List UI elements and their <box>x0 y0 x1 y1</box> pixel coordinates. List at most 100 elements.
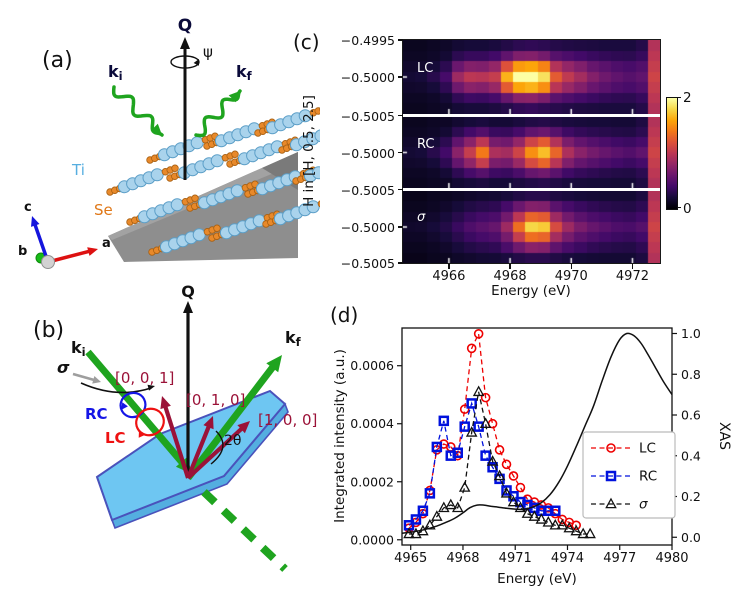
dir-001-arrow <box>162 402 191 479</box>
sigma-marker <box>500 487 513 498</box>
lc-marker <box>473 329 484 339</box>
heatmap-y-axis-label: H in [H, 0.5, 2.5] <box>301 95 317 207</box>
axes-origin-sphere <box>41 255 55 269</box>
q-label: Q <box>178 16 192 36</box>
kf-wavy-arrow-head <box>228 91 240 103</box>
y-left-tick-label: 0.0000 <box>350 532 394 547</box>
heatmap-x-tick-label: 4972 <box>615 269 649 284</box>
x-tick-label: 4968 <box>446 551 479 566</box>
heatmap-plot-area: LC RC σ <box>402 39 661 264</box>
sigma-pointer-head <box>147 384 155 391</box>
se-atom <box>171 164 179 172</box>
x-axis-label: Energy (eV) <box>497 571 577 587</box>
y-left-axis-label: Integrated intensity (a.u.) <box>332 349 348 523</box>
panel-d-label: (d) <box>330 303 358 327</box>
rc-marker <box>459 421 470 432</box>
kf-arrow <box>185 360 279 481</box>
colorbar-max-label: 2 <box>683 90 692 106</box>
sigma-marker <box>577 527 589 539</box>
y-right-tick-label: 0.8 <box>681 367 701 382</box>
x-tick-label: 4977 <box>603 551 636 566</box>
kf-label: kf <box>236 62 253 83</box>
se-atom <box>314 107 320 115</box>
heatmap-y-tick-mark <box>398 226 403 228</box>
c-axis-label: c <box>24 200 32 215</box>
heatmap-y-tick-mark <box>398 151 403 154</box>
ti-atom <box>312 166 320 180</box>
crystal-plate-face <box>95 389 287 522</box>
panel-b-label: (b) <box>33 318 64 343</box>
sigma-marker <box>605 497 617 509</box>
lc-marker <box>480 392 491 403</box>
rc-marker <box>466 398 477 409</box>
dir-010-arrow-head <box>203 416 214 430</box>
se-label: Se <box>94 201 113 219</box>
dir-010-label: [0, 1, 0] <box>186 391 245 409</box>
lc-marker <box>501 459 512 470</box>
dir-001-arrow-head <box>160 396 171 410</box>
heatmap-y-tick-mark <box>398 76 403 78</box>
heatmap-y-tick-label: −0.5000 <box>340 220 395 235</box>
sigma-marker <box>458 481 471 492</box>
a-axis-arrow-head <box>87 247 98 256</box>
heatmap-y-tick-mark <box>398 188 403 191</box>
sigma-marker <box>486 455 499 466</box>
heatmap-x-axis-label: Energy (eV) <box>491 283 571 299</box>
lc-circle-icon <box>135 407 165 437</box>
se-atom <box>213 224 221 232</box>
sigma-marker <box>493 469 506 481</box>
x-tick-label: 4965 <box>394 551 427 566</box>
lc-marker <box>515 482 526 493</box>
psi-rotation-icon-head <box>193 59 199 66</box>
psi-label: ψ <box>203 43 213 61</box>
rc-label: RC <box>85 405 108 423</box>
rc-marker <box>431 441 443 453</box>
sigma-marker <box>507 495 520 507</box>
heatmap-y-tick-mark <box>398 114 403 117</box>
rc-marker <box>410 514 422 525</box>
colorbar-min-label: 0 <box>683 201 692 217</box>
lc-marker <box>494 445 505 455</box>
sigma-pointer-curve <box>80 382 152 394</box>
sigma-marker <box>542 516 555 527</box>
ti-atom <box>192 228 206 242</box>
y-left-tick-label: 0.0002 <box>350 474 394 489</box>
ki-label: ki <box>108 62 123 83</box>
panel-c-label: (c) <box>293 30 320 54</box>
heatmap-x-tick-mark <box>631 264 634 269</box>
q-arrow-head <box>180 37 190 49</box>
heatmap-x-tick-label: 4966 <box>432 269 466 284</box>
a-axis-label: a <box>102 236 111 251</box>
x-tick-label: 4980 <box>655 551 688 566</box>
y-right-tick-label: 0.2 <box>681 489 701 504</box>
panel-b-scattering-geometry-diagram: (b) ki kf Q [0, 0, 1] [0, 1, 0] [1, 0, 0] 2θ σ RC… <box>33 285 317 572</box>
colorbar-gradient <box>667 98 677 209</box>
dir-100-arrow <box>186 424 247 480</box>
ti-atom <box>150 168 164 182</box>
c-axis-arrow <box>32 221 50 263</box>
kf-label: kf <box>285 328 302 349</box>
panel-a-sample-geometry-diagram: Qψ ki kf Ti Se c a b (a) <box>18 16 320 269</box>
kf-arrow-head <box>266 355 282 373</box>
heatmap-y-tick-label: −0.5000 <box>340 145 395 161</box>
y-right-tick-label: 1.0 <box>681 326 701 341</box>
xas-curve <box>401 332 673 534</box>
heatmap-x-tick-mark <box>570 264 572 269</box>
sigma-marker <box>479 417 492 428</box>
rc-marker <box>424 488 436 499</box>
heatmap-x-tick-label: 4970 <box>554 269 588 284</box>
lc-marker <box>606 443 616 453</box>
legend-box <box>582 431 676 519</box>
RC-line <box>408 401 556 526</box>
sigma-marker <box>549 518 562 530</box>
rc-marker <box>438 415 450 427</box>
sigma-arrow <box>72 372 97 382</box>
rc-marker <box>473 421 484 432</box>
lc-marker <box>466 343 477 354</box>
sigma-marker <box>570 524 582 536</box>
colorbar-tick-bottom <box>677 206 681 208</box>
sigma-marker <box>535 513 548 524</box>
transmitted-beam-dashed <box>201 489 288 572</box>
q-label: Q <box>181 285 195 301</box>
heatmap-subpanel-σ <box>403 191 660 263</box>
